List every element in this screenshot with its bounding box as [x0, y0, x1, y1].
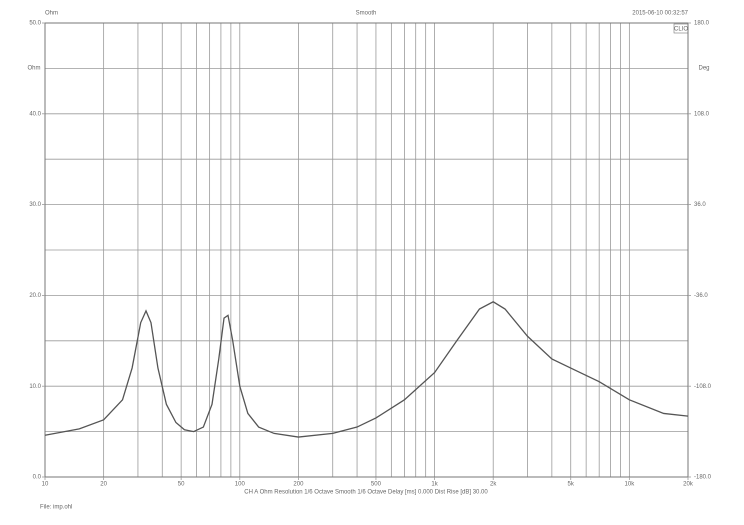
x-tick-label: 10 — [42, 482, 49, 488]
chart-title: Smooth — [356, 11, 377, 17]
footer: CH A Ohm Resolution 1/6 Octave Smooth 1/… — [244, 490, 488, 496]
y-axis-label: Ohm — [27, 66, 40, 72]
y2-axis-label: Deg — [698, 66, 709, 72]
y-tick-label: 10.0 — [29, 384, 41, 390]
top-left-label: Ohm — [45, 11, 58, 17]
x-tick-label: 2k — [490, 482, 497, 488]
x-tick-label: 20 — [100, 482, 107, 488]
y-tick-label: 50.0 — [29, 21, 41, 27]
x-tick-label: 50 — [178, 482, 185, 488]
x-tick-label: 1k — [431, 482, 438, 488]
y2-tick-label: 180.0 — [694, 21, 710, 27]
y2-tick-label: 108.0 — [694, 111, 710, 117]
timestamp: 2015-06-10 00:32:57 — [632, 11, 688, 17]
y2-tick-label: -108.0 — [694, 384, 712, 390]
x-tick-label: 500 — [371, 482, 382, 488]
y2-tick-label: -36.0 — [694, 293, 708, 299]
x-tick-label: 200 — [293, 482, 304, 488]
badge: CLIO — [674, 27, 688, 33]
y-tick-label: 0.0 — [33, 475, 42, 481]
file-label: File: imp.ohl — [40, 505, 72, 511]
y2-tick-label: -180.0 — [694, 475, 712, 481]
y2-tick-label: 36.0 — [694, 202, 706, 208]
impedance-curve — [44, 301, 689, 438]
y-tick-label: 30.0 — [29, 202, 41, 208]
x-tick-label: 20k — [683, 482, 694, 488]
x-tick-label: 10k — [625, 482, 636, 488]
plot-frame — [44, 22, 689, 478]
x-tick-label: 100 — [235, 482, 246, 488]
y-tick-label: 40.0 — [29, 111, 41, 117]
y-tick-label: 20.0 — [29, 293, 41, 299]
x-tick-label: 5k — [568, 482, 575, 488]
